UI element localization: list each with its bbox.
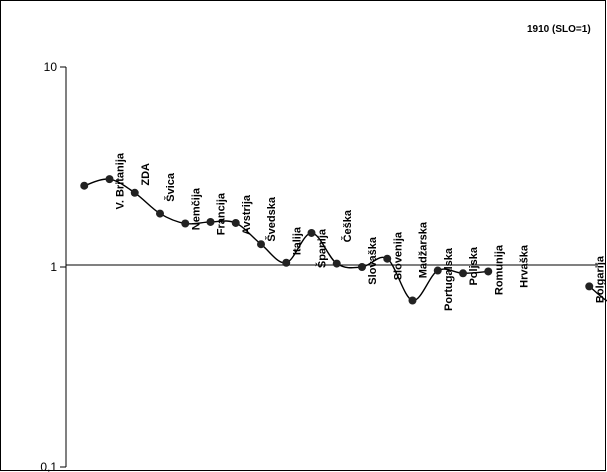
category-label: Švica <box>164 172 177 202</box>
category-label: Češka <box>341 209 354 242</box>
category-label: Poljska <box>468 246 480 285</box>
data-point <box>358 263 366 271</box>
data-point <box>383 254 392 263</box>
data-point <box>206 217 215 226</box>
y-tick-label: 1 <box>50 260 57 274</box>
data-point <box>257 240 265 249</box>
series-markers <box>80 175 594 305</box>
data-point <box>231 218 240 227</box>
y-tick-label: 0,1 <box>40 460 57 472</box>
category-label: Italija <box>291 226 303 255</box>
chart-title: 1910 (SLO=1) <box>527 24 591 35</box>
data-point <box>105 175 114 184</box>
data-point <box>181 219 190 228</box>
data-point <box>433 266 442 275</box>
category-label: Hrvaška <box>519 244 531 288</box>
data-point <box>332 259 341 268</box>
data-point <box>585 282 594 291</box>
category-label: Bolgarija <box>594 255 606 303</box>
data-point <box>408 296 417 305</box>
category-label: Slovaška <box>367 236 379 285</box>
category-label: Nemčija <box>190 187 202 230</box>
data-point <box>459 269 467 278</box>
category-label: Romunija <box>493 244 505 295</box>
category-labels: V. Britanija ZDA Švica Nemčija Francija Avstr… <box>115 152 607 311</box>
category-label: Portugalska <box>443 247 455 311</box>
data-point <box>484 267 493 276</box>
category-label: Švedska <box>265 196 278 242</box>
category-label: V. Britanija <box>115 152 127 209</box>
data-point <box>130 188 139 197</box>
data-point <box>156 209 164 218</box>
category-label: ZDA <box>140 163 152 186</box>
y-axis-ticks: 10 1 0,1 <box>40 60 66 472</box>
category-label: Francija <box>216 192 228 235</box>
data-point <box>80 181 89 190</box>
data-point <box>307 228 316 237</box>
category-label: Madžarska <box>418 221 430 278</box>
category-label: Slovenija <box>392 231 404 280</box>
category-label: Avstrija <box>241 194 253 235</box>
data-point <box>282 258 291 267</box>
category-label: Španija <box>316 228 329 268</box>
y-tick-label: 10 <box>44 60 58 74</box>
